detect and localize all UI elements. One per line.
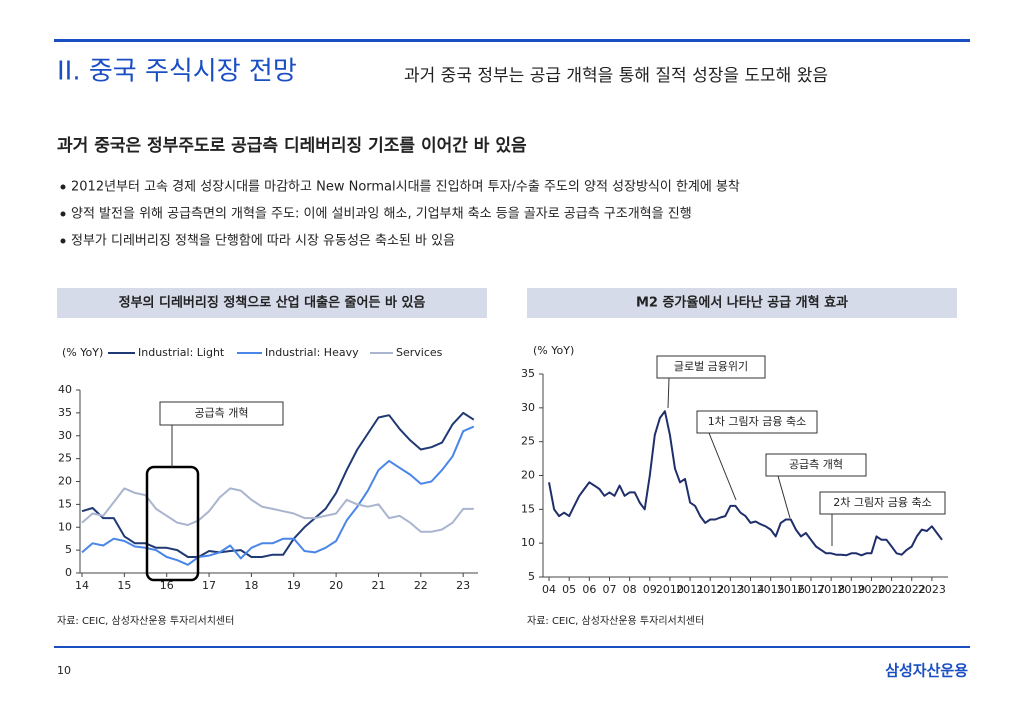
annotation-box — [696, 410, 818, 434]
x-tick-label: 2011 — [676, 583, 704, 596]
annotation-leader — [667, 377, 670, 409]
y-tick-label: 35 — [58, 406, 72, 419]
y-tick-label: 40 — [58, 383, 72, 396]
x-tick-label: 23 — [456, 579, 470, 592]
chart-title: M2 증가율에서 나타난 공급 개혁 효과 — [636, 295, 848, 311]
annotation-box — [765, 453, 867, 477]
annotation: 공급측 개혁 — [789, 458, 843, 471]
x-tick-label: 21 — [371, 579, 385, 592]
y-tick-label: 25 — [521, 435, 535, 448]
bullet: 2012년부터 고속 경제 성장시대를 마감하고 New Normal시대를 진… — [71, 180, 740, 195]
x-tick-label: 2021 — [878, 583, 906, 596]
annotation-leader — [708, 432, 737, 501]
y-tick-label: 10 — [521, 536, 535, 549]
y-tick-label: 20 — [58, 475, 72, 488]
legend-label: Industrial: Heavy — [265, 346, 359, 359]
y-axis-label: (% YoY) — [62, 346, 103, 359]
x-tick-label: 05 — [562, 583, 576, 596]
data-line — [81, 487, 474, 533]
bullet-dot — [60, 238, 66, 244]
annotation-leader — [777, 475, 791, 519]
x-tick-label: 20 — [329, 579, 343, 592]
annotation: 1차 그림자 금융 축소 — [708, 415, 806, 428]
x-tick-label: 07 — [602, 583, 616, 596]
x-tick-label: 2014 — [737, 583, 765, 596]
y-axis-label: (% YoY) — [533, 344, 574, 357]
x-tick-label: 2017 — [797, 583, 825, 596]
y-tick-label: 10 — [58, 520, 72, 533]
annotation-box — [819, 491, 946, 515]
x-tick-label: 2018 — [817, 583, 845, 596]
bullet: 정부가 디레버리징 정책을 단행함에 따라 시장 유동성은 축소된 바 있음 — [71, 233, 455, 249]
annotation: 2차 그림자 금융 축소 — [833, 496, 931, 509]
x-tick-label: 2020 — [857, 583, 885, 596]
section-heading: 과거 중국은 정부주도로 공급측 디레버리징 기조를 이어간 바 있음 — [57, 136, 527, 156]
x-tick-label: 04 — [542, 583, 556, 596]
annotation: 공급측 개혁 — [194, 407, 248, 420]
y-tick-label: 35 — [521, 367, 535, 380]
bullet: 양적 발전을 위해 공급측면의 개혁을 주도: 이에 설비과잉 해소, 기업부채… — [71, 206, 692, 222]
chart-header — [527, 288, 957, 318]
source-note: 자료: CEIC, 삼성자산운용 투자리서치센터 — [57, 615, 234, 627]
x-tick-label: 15 — [117, 579, 131, 592]
x-tick-label: 2019 — [837, 583, 865, 596]
chart-header — [57, 288, 487, 318]
y-tick-label: 0 — [65, 566, 72, 579]
y-tick-label: 30 — [58, 429, 72, 442]
brand: 삼성자산운용 — [885, 662, 968, 680]
source-note: 자료: CEIC, 삼성자산운용 투자리서치센터 — [527, 615, 704, 627]
x-tick-label: 17 — [202, 579, 216, 592]
x-tick-label: 22 — [414, 579, 428, 592]
slide-title: II. 중국 주식시장 전망 — [57, 57, 297, 87]
legend-label: Services — [396, 346, 443, 359]
bullet-dot — [60, 211, 66, 217]
y-tick-label: 5 — [65, 543, 72, 556]
x-tick-label: 06 — [582, 583, 596, 596]
x-tick-label: 14 — [75, 579, 89, 592]
x-tick-label: 19 — [287, 579, 301, 592]
x-tick-label: 16 — [160, 579, 174, 592]
x-tick-label: 2016 — [777, 583, 805, 596]
y-tick-label: 15 — [521, 502, 535, 515]
x-tick-label: 2010 — [656, 583, 684, 596]
x-tick-label: 08 — [623, 583, 637, 596]
y-tick-label: 5 — [528, 570, 535, 583]
y-tick-label: 15 — [58, 497, 72, 510]
data-line — [81, 411, 475, 558]
y-tick-label: 30 — [521, 401, 535, 414]
x-tick-label: 09 — [643, 583, 657, 596]
chart-title: 정부의 디레버리징 정책으로 산업 대출은 줄어든 바 있음 — [119, 295, 426, 311]
x-tick-label: 2023 — [918, 583, 946, 596]
y-tick-label: 20 — [521, 469, 535, 482]
y-tick-label: 25 — [58, 452, 72, 465]
bottom-rule — [54, 646, 970, 648]
top-rule — [54, 39, 970, 42]
bullet-dot — [60, 184, 66, 190]
slide-subtitle: 과거 중국 정부는 공급 개혁을 통해 질적 성장을 도모해 왔음 — [404, 66, 828, 86]
x-tick-label: 2015 — [757, 583, 785, 596]
annotation: 글로벌 금융위기 — [674, 360, 748, 373]
x-tick-label: 2012 — [696, 583, 724, 596]
x-tick-label: 2013 — [716, 583, 744, 596]
data-line — [548, 410, 943, 557]
legend-label: Industrial: Light — [138, 346, 225, 359]
x-tick-label: 2022 — [898, 583, 926, 596]
x-tick-label: 18 — [244, 579, 258, 592]
page-number: 10 — [57, 664, 71, 677]
annotation-box — [656, 355, 766, 379]
annotation-box — [159, 401, 284, 426]
